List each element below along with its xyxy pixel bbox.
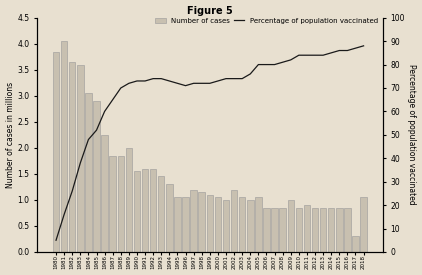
- Bar: [328, 208, 335, 252]
- Bar: [287, 200, 294, 252]
- Bar: [53, 51, 59, 252]
- Bar: [263, 208, 270, 252]
- Bar: [255, 197, 262, 252]
- Bar: [142, 169, 148, 252]
- Bar: [312, 208, 318, 252]
- Bar: [207, 195, 213, 252]
- Bar: [93, 101, 100, 252]
- Bar: [295, 208, 302, 252]
- Bar: [190, 189, 197, 252]
- Bar: [182, 197, 189, 252]
- Bar: [352, 236, 359, 252]
- Bar: [174, 197, 181, 252]
- Bar: [336, 208, 343, 252]
- Bar: [247, 200, 254, 252]
- Bar: [344, 208, 351, 252]
- Bar: [150, 169, 157, 252]
- Bar: [69, 62, 76, 252]
- Bar: [231, 189, 237, 252]
- Bar: [304, 205, 310, 252]
- Bar: [198, 192, 205, 252]
- Bar: [109, 156, 116, 252]
- Bar: [134, 171, 140, 252]
- Bar: [271, 208, 278, 252]
- Bar: [320, 208, 326, 252]
- Bar: [77, 65, 84, 252]
- Y-axis label: Percentage of population vaccinated: Percentage of population vaccinated: [408, 64, 417, 205]
- Bar: [223, 200, 229, 252]
- Bar: [101, 135, 108, 252]
- Title: Figure 5: Figure 5: [187, 6, 233, 16]
- Bar: [215, 197, 221, 252]
- Legend: Number of cases, Percentage of population vaccinated: Number of cases, Percentage of populatio…: [154, 16, 379, 25]
- Bar: [126, 148, 132, 252]
- Bar: [239, 197, 246, 252]
- Bar: [118, 156, 124, 252]
- Bar: [360, 197, 367, 252]
- Bar: [158, 177, 165, 252]
- Bar: [279, 208, 286, 252]
- Bar: [61, 41, 68, 252]
- Bar: [85, 93, 92, 252]
- Bar: [166, 184, 173, 252]
- Y-axis label: Number of cases in millions: Number of cases in millions: [5, 82, 14, 188]
